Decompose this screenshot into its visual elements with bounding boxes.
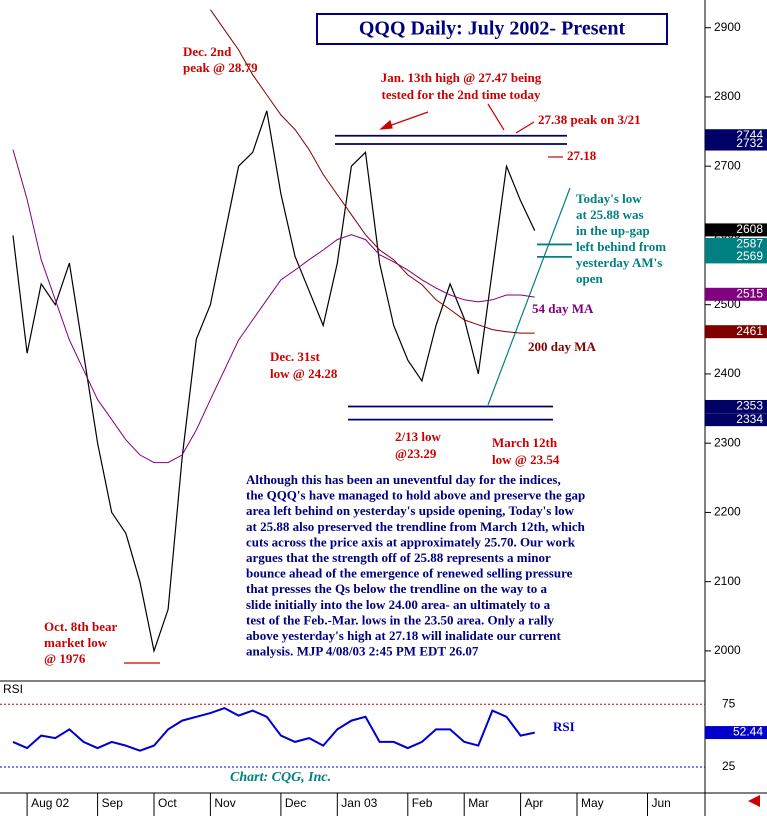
y-tick-label: 2700 [714,158,741,172]
annotation: market low [44,635,108,650]
x-tick-label: Oct [158,796,177,810]
annotation: 27.18 [567,148,597,163]
annotation: left behind from [576,239,666,254]
annotation: peak @ 28.79 [183,60,258,75]
title-box [316,13,668,45]
y-tick-label: 2000 [714,643,741,657]
price-tag [705,325,767,339]
annotation: in the up-gap [576,223,650,238]
annotation: open [576,271,604,286]
annotation: Jan. 13th high @ 27.47 being [381,70,542,85]
y-tick-label: 2400 [714,366,741,380]
annotation: slide initially into the low 24.00 area-… [246,597,551,612]
annotation: area left behind on yesterday's upside o… [246,503,575,518]
annotation: Today's low [576,191,642,206]
y-tick-label: 2800 [714,89,741,103]
x-tick-label: Feb [412,796,433,810]
annotation: analysis. MJP 4/08/03 2:45 PM EDT 26.07 [246,644,479,659]
annotation: low @ 23.54 [492,452,560,467]
source-credit: Chart: CQG, Inc. [230,770,331,785]
price-tag [705,137,767,151]
price-tag-label: 2334 [736,412,763,426]
annotation: argues that the strength off of 25.88 re… [246,550,551,565]
x-tick-label: Sep [102,796,124,810]
series-line [12,149,535,464]
x-tick-label: Aug 02 [31,796,69,810]
annotation: that presses the Qs below the trendline … [246,581,548,596]
price-tag [705,237,767,251]
annotation: 27.38 peak on 3/21 [538,112,641,127]
y-tick-label: 2300 [714,435,741,449]
series-line [12,707,535,752]
annotation: Although this has been an uneventful day… [246,472,561,487]
annotation: Oct. 8th bear [44,619,118,634]
annotation: 2/13 low [395,429,441,444]
annotation: low @ 24.28 [270,366,338,381]
price-tag-label: 2569 [736,249,763,263]
series-label: 54 day MA [532,301,594,316]
series-line [12,110,536,654]
x-tick-label: Jan 03 [341,796,377,810]
price-tag-label: 2587 [736,237,763,251]
price-tag [705,287,767,301]
callout-line [515,121,535,134]
callouts [124,103,563,664]
callout-arrow [385,111,429,128]
series-label: RSI [553,719,575,734]
annotation: bounce ahead of the emergence of renewed… [246,566,573,581]
y-tick-label: 2200 [714,505,741,519]
price-tag [705,223,767,237]
value-tag-label: 52.44 [733,725,763,739]
price-tag-label: 2515 [736,286,763,300]
annotation: test of the Feb.-Mar. lows in the 23.50 … [246,612,554,627]
scroll-arrow [748,795,760,807]
price-tag [705,399,767,413]
price-tag-label: 2461 [736,324,763,338]
y-tick-label: 75 [722,696,736,710]
x-tick-label: Nov [214,796,235,810]
annotation: yesterday AM's [576,255,662,270]
y-tick-label: 2100 [714,574,741,588]
callout-line [487,103,505,131]
y-tick-label: 25 [722,759,736,773]
annotation: cuts across the price axis at approximat… [246,534,576,549]
x-tick-label: Mar [468,796,489,810]
series-label: 200 day MA [528,339,597,354]
annotation: at 25.88 was [576,207,644,222]
annotation: above yesterday's high at 27.18 will ina… [246,628,561,643]
annotation: Dec. 2nd [183,44,232,59]
annotation: the QQQ's have managed to hold above and… [246,488,585,503]
annotation: @23.29 [395,446,437,461]
value-tag [705,726,767,740]
price-tag-label: 2353 [736,399,763,413]
price-tag [705,250,767,264]
chart-title: QQQ Daily: July 2002- Present [359,18,626,40]
y-tick-label: 2900 [714,20,741,34]
panel-title: RSI [3,682,23,696]
annotation: @ 1976 [44,651,86,666]
price-tag-label: 2608 [736,222,763,236]
x-tick-label: Jun [652,796,671,810]
x-tick-label: May [581,796,604,810]
annotation: at 25.88 also preserved the trendline fr… [246,519,586,534]
annotation: Dec. 31st [270,349,320,364]
price-tag [705,413,767,427]
annotation: March 12th [492,435,558,450]
arrow-head [379,119,393,130]
price-tag-label: 2732 [736,136,763,150]
annotation: tested for the 2nd time today [382,87,541,102]
x-tick-label: Apr [525,796,544,810]
x-tick-label: Dec [285,796,306,810]
series-line [209,9,535,334]
